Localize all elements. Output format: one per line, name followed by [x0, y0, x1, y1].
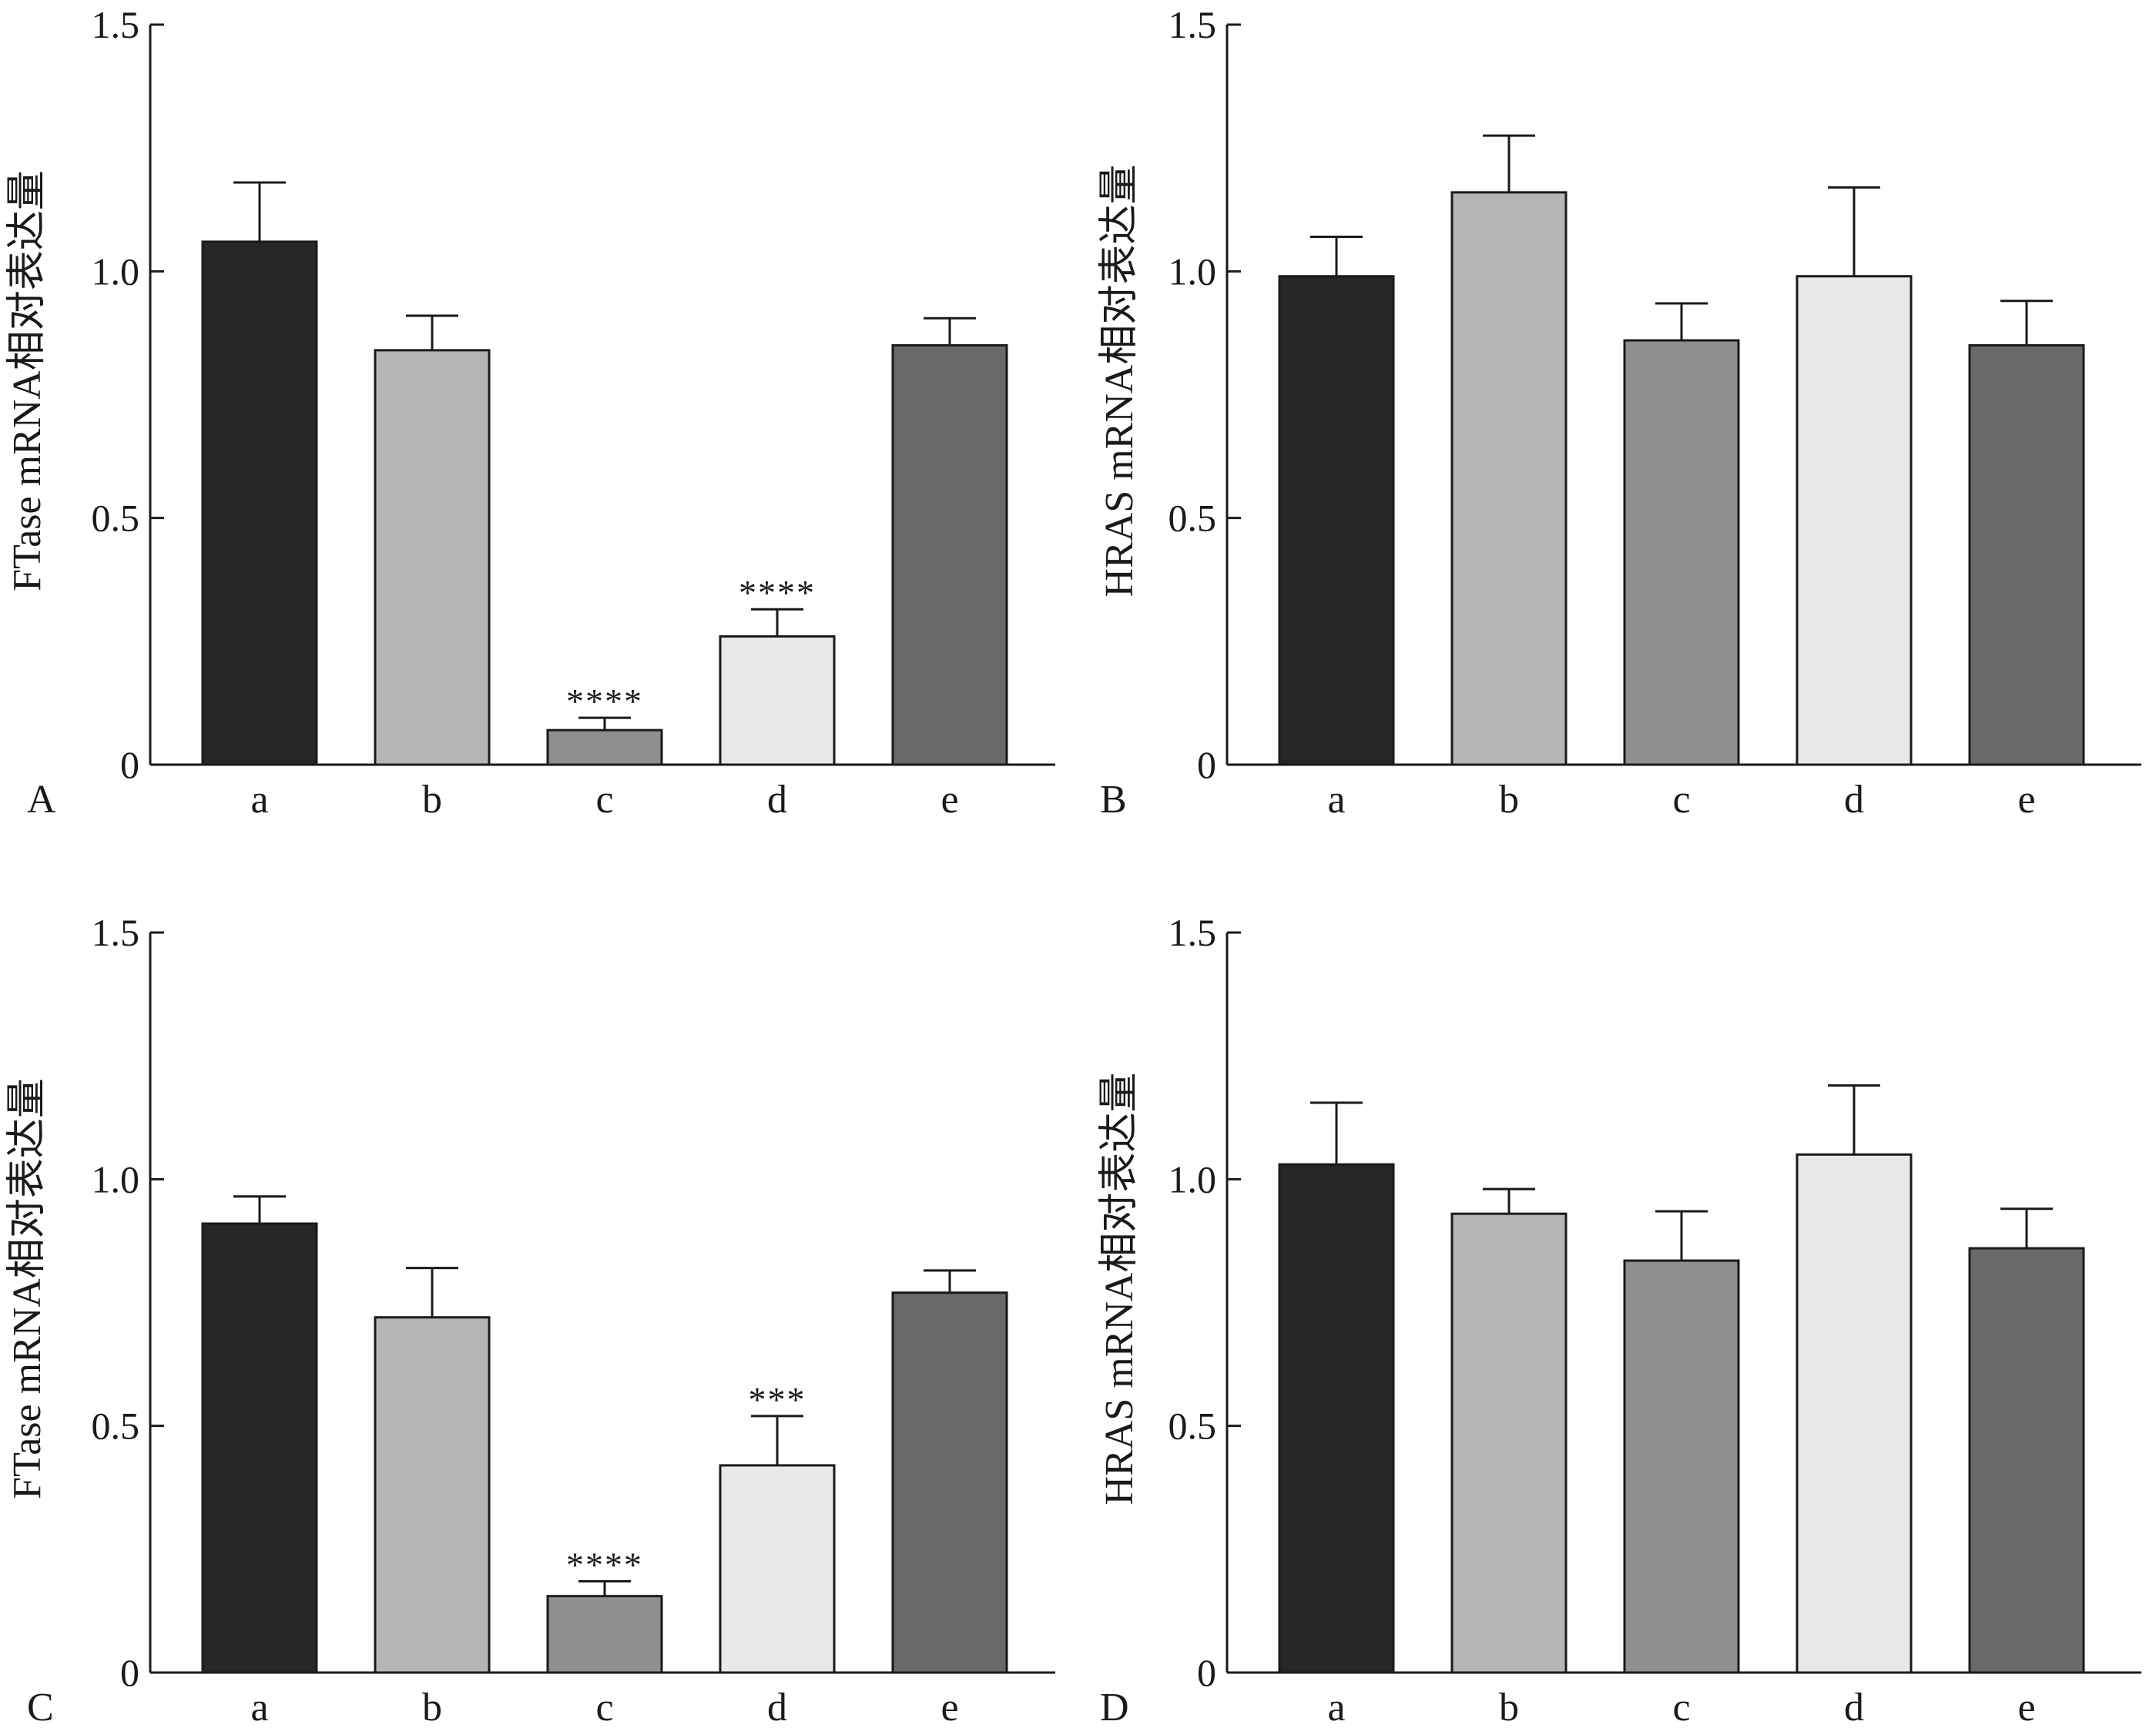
y-tick-label: 0 — [1197, 1651, 1216, 1694]
x-tick-label: a — [1327, 778, 1345, 822]
bar-a — [1278, 1163, 1395, 1674]
bar-a — [1278, 275, 1395, 766]
bar-d — [1796, 275, 1913, 766]
bar-e — [1968, 343, 2085, 766]
y-tick-label: 0.5 — [1169, 497, 1217, 540]
y-axis-label: FTase mRNA相对表达量 — [5, 170, 49, 591]
bar-e — [891, 1291, 1008, 1674]
y-tick-label: 0.5 — [1169, 1405, 1217, 1448]
bar-d — [719, 635, 836, 766]
x-tick-label: c — [1672, 778, 1690, 822]
x-tick-label: e — [941, 778, 958, 822]
y-tick-label: 0 — [120, 743, 139, 786]
y-tick-label: 1.5 — [92, 3, 140, 46]
y-tick-label: 0 — [1197, 743, 1216, 786]
x-tick-label: e — [2017, 1686, 2035, 1728]
x-tick-label: e — [941, 1686, 958, 1728]
x-tick-label: a — [250, 1686, 268, 1728]
x-tick-label: d — [1844, 778, 1864, 822]
bar-c — [1623, 1259, 1740, 1674]
y-tick-label: 0 — [120, 1651, 139, 1694]
bar-e — [1968, 1247, 2085, 1674]
x-tick-label: c — [1672, 1686, 1690, 1728]
bar-b — [1450, 191, 1568, 766]
x-tick-label: d — [767, 1686, 787, 1728]
y-tick-label: 1.5 — [1169, 3, 1217, 46]
chart-panel-b: 0 0.5 1.0 1.5 HRAS mRNA相对表达量 B a b c d e — [1098, 3, 2141, 822]
bar-d — [1796, 1153, 1913, 1674]
x-tick-label: c — [595, 778, 613, 822]
bar-a — [201, 1222, 318, 1674]
x-tick-label: d — [767, 778, 787, 822]
bar-b — [1450, 1212, 1568, 1674]
y-tick-label: 1.0 — [1169, 249, 1217, 293]
x-tick-label: b — [422, 1686, 442, 1728]
y-tick-label: 1.0 — [92, 1157, 140, 1201]
y-tick-label: 1.5 — [1169, 911, 1217, 954]
bar-c — [1623, 339, 1740, 766]
bar-c — [546, 728, 663, 766]
panel-label: A — [27, 778, 56, 822]
panel-label: D — [1100, 1686, 1129, 1728]
x-tick-label: b — [422, 778, 442, 822]
panel-label: B — [1100, 778, 1127, 822]
bar-a — [201, 240, 318, 766]
x-tick-label: b — [1499, 1686, 1519, 1728]
chart-panel-c: 0 0.5 1.0 1.5 FTase mRNA相对表达量 C a b **** c *** d e — [5, 911, 1055, 1728]
y-axis-label: FTase mRNA相对表达量 — [5, 1078, 49, 1499]
y-tick-label: 0.5 — [92, 1405, 140, 1448]
bar-d — [719, 1464, 836, 1674]
y-axis-label: HRAS mRNA相对表达量 — [1098, 1073, 1142, 1505]
x-tick-label: b — [1499, 778, 1519, 822]
y-tick-label: 1.5 — [92, 911, 140, 954]
bar-e — [891, 343, 1008, 766]
bar-b — [374, 349, 491, 766]
panel-label: C — [27, 1686, 54, 1728]
y-axis-label: HRAS mRNA相对表达量 — [1098, 165, 1142, 598]
x-tick-label: c — [595, 1686, 613, 1728]
chart-panel-d: 0 0.5 1.0 1.5 HRAS mRNA相对表达量 D a b c d e — [1098, 911, 2141, 1728]
bar-c — [546, 1595, 663, 1674]
x-tick-label: a — [250, 778, 268, 822]
y-tick-label: 1.0 — [1169, 1157, 1217, 1201]
significance-label: **** — [739, 573, 816, 612]
bar-b — [374, 1316, 491, 1674]
x-tick-label: e — [2017, 778, 2035, 822]
chart-panel-a: 0 0.5 1.0 1.5 FTase mRNA相对表达量 A a b **** c **** d e — [5, 3, 1055, 822]
y-tick-label: 0.5 — [92, 497, 140, 540]
significance-label: *** — [749, 1380, 806, 1419]
y-tick-label: 1.0 — [92, 249, 140, 293]
x-tick-label: a — [1327, 1686, 1345, 1728]
significance-label: **** — [566, 1545, 643, 1584]
significance-label: **** — [566, 681, 643, 721]
x-tick-label: d — [1844, 1686, 1864, 1728]
